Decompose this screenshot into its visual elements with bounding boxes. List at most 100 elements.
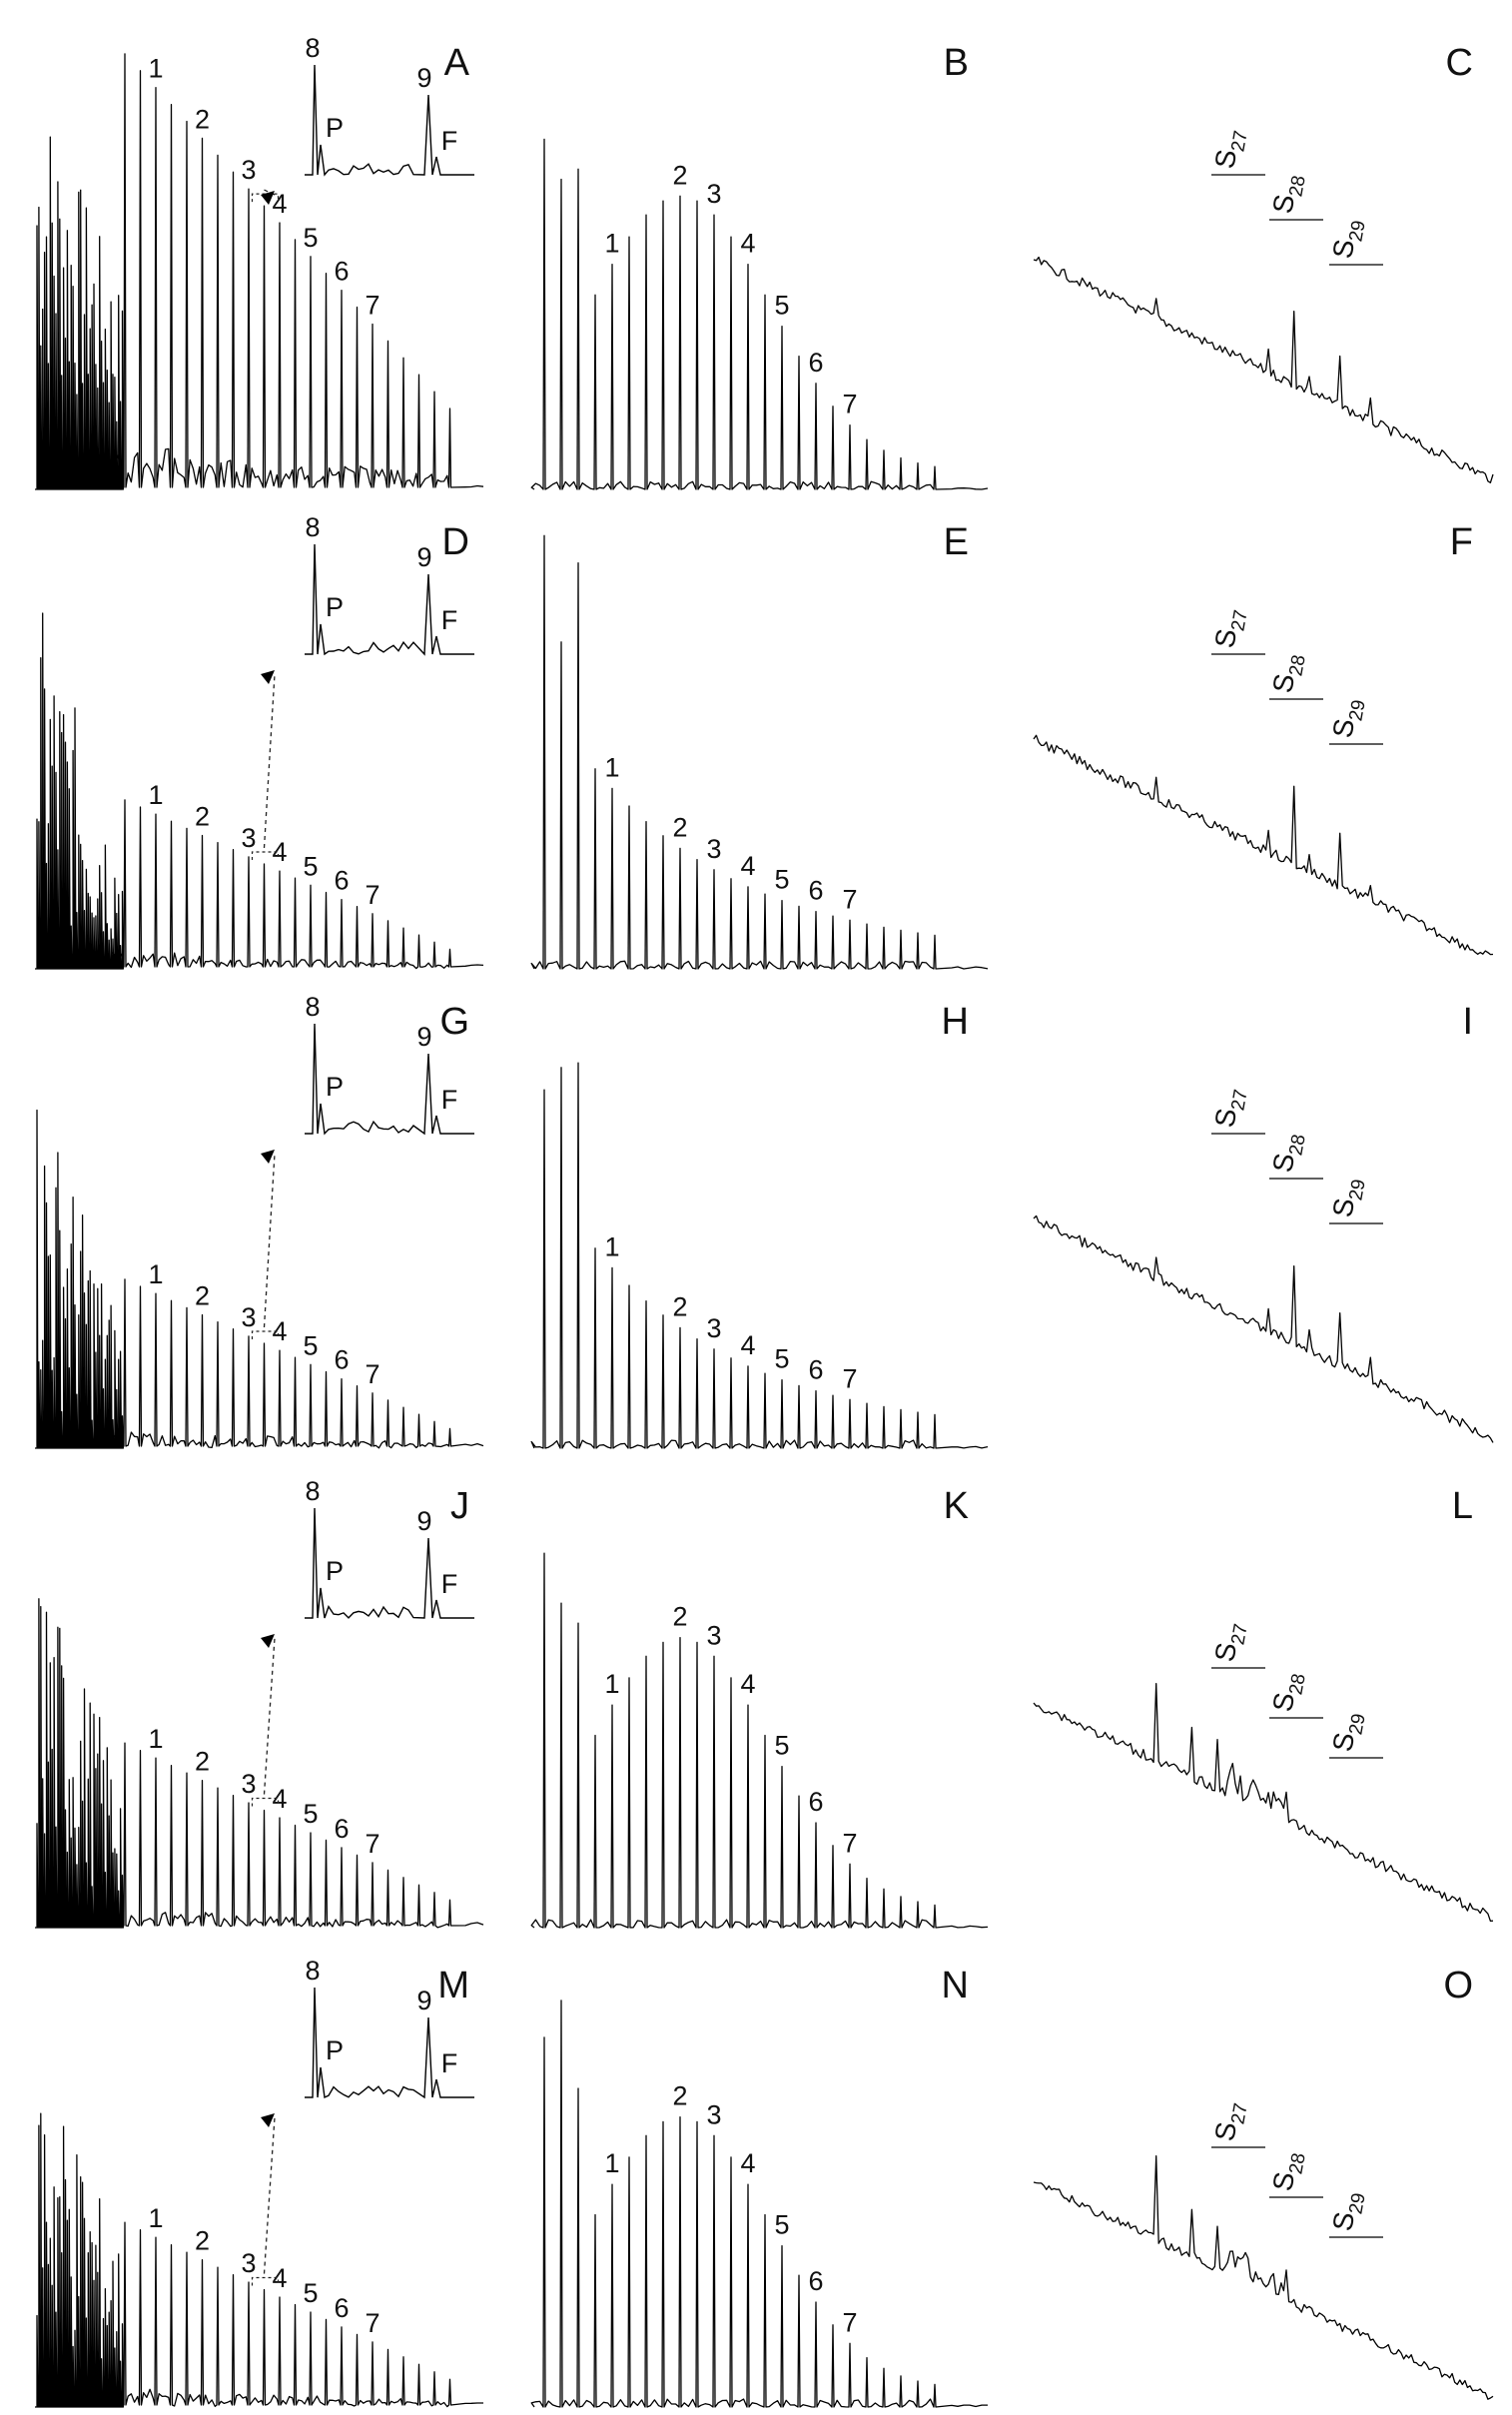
panel-letter-i: I	[1462, 1001, 1473, 1043]
peak-label: 7	[365, 1359, 379, 1389]
peak-label: 6	[334, 2293, 349, 2323]
panel-c: C S27 S28 S29	[1033, 42, 1494, 483]
panel-letter-o: O	[1443, 1965, 1473, 2007]
sterane-label: S29	[1326, 1709, 1369, 1755]
peak-label: 3	[706, 1313, 721, 1343]
chromatogram-trace	[35, 2112, 483, 2408]
panel-h: H 1 234 5 6 7	[530, 1001, 989, 1449]
inset-label: 9	[416, 542, 431, 572]
sterane-label: S28	[1266, 171, 1309, 217]
panel-letter-k: K	[944, 1485, 969, 1527]
arrowhead-icon	[261, 670, 275, 684]
peak-label: 4	[740, 1669, 755, 1699]
peak-label: 2	[195, 802, 210, 832]
inset-label: P	[326, 592, 344, 622]
peak-label: 5	[774, 291, 789, 321]
inset-label: P	[326, 1072, 344, 1102]
panel-o: O S27 S28 S29	[1033, 1965, 1494, 2400]
sterane-label: S27	[1208, 1085, 1251, 1131]
panel-letter-f: F	[1450, 521, 1473, 563]
peak-label: 5	[774, 865, 789, 895]
peak-label: 6	[808, 1355, 823, 1385]
peak-label: 4	[740, 851, 755, 881]
zoom-arrow	[263, 2116, 276, 2274]
zoom-bracket	[251, 2276, 280, 2286]
inset-label: F	[441, 1085, 458, 1115]
sterane-label: S28	[1266, 1669, 1309, 1715]
sterane-trace	[1033, 1214, 1494, 1443]
peak-label: 7	[842, 390, 857, 419]
inset-label: 8	[305, 512, 320, 542]
chromatogram-trace	[530, 2000, 988, 2408]
inset-trace	[305, 1023, 474, 1136]
panel-letter-c: C	[1446, 42, 1473, 84]
inset-trace	[305, 64, 474, 177]
peak-label: 1	[148, 1259, 163, 1289]
peak-label: 4	[740, 1330, 755, 1360]
peak-label: 7	[365, 2308, 379, 2338]
zoom-bracket	[251, 1330, 280, 1339]
chromatogram-trace	[530, 138, 989, 490]
peak-label: 7	[842, 1828, 857, 1858]
panel-letter-e: E	[944, 521, 969, 563]
peak-label: 5	[303, 2278, 318, 2308]
peak-label: 1	[148, 54, 163, 84]
peak-label: 5	[303, 1330, 318, 1360]
panel-letter-l: L	[1452, 1485, 1473, 1527]
peak-label: 7	[365, 880, 379, 910]
chromatogram-trace	[35, 612, 484, 970]
peak-label: 4	[740, 229, 755, 259]
sterane-label: S29	[1326, 2188, 1369, 2234]
sterane-label: S27	[1208, 126, 1251, 172]
panel-e: E 1 234 5 6 7	[530, 521, 989, 970]
inset-label: P	[326, 113, 344, 143]
peak-label: 2	[672, 2081, 687, 2111]
chromatogram-trace	[530, 534, 989, 970]
peak-label: 1	[604, 2148, 619, 2178]
panel-letter-h: H	[942, 1001, 969, 1043]
arrowhead-icon	[261, 191, 275, 205]
peak-label: 1	[604, 1231, 619, 1261]
peak-label: 4	[740, 2148, 755, 2178]
panel-m: M 1 2 3 4 5 6 7 8 P 9 F	[35, 1956, 483, 2408]
peak-label: 3	[241, 823, 256, 853]
panel-f: F S27 S28 S29	[1033, 521, 1494, 956]
inset-label: F	[441, 126, 458, 156]
inset-label: 8	[305, 33, 320, 63]
panel-letter-j: J	[450, 1485, 469, 1527]
inset-label: F	[441, 2048, 458, 2078]
peak-label: 3	[241, 2248, 256, 2278]
peak-label: 5	[303, 1799, 318, 1829]
inset-label: 8	[305, 1956, 320, 1986]
peak-label: 7	[365, 290, 379, 320]
peak-label: 2	[672, 1291, 687, 1321]
peak-label: 5	[303, 223, 318, 253]
peak-label: 7	[365, 1829, 379, 1859]
zoom-bracket	[251, 1797, 280, 1807]
peak-label: 4	[272, 2263, 287, 2293]
peak-label: 6	[334, 1814, 349, 1844]
peak-label: 7	[842, 2307, 857, 2337]
panel-d: D 1 2 3 4 5 6 7 8 P 9 F	[35, 512, 484, 970]
sterane-label: S28	[1266, 2148, 1309, 2194]
peak-label: 1	[148, 2203, 163, 2233]
peak-label: 3	[706, 1620, 721, 1650]
inset-label: 9	[416, 63, 431, 93]
sterane-label: S29	[1326, 1175, 1369, 1220]
panel-i: I S27 S28 S29	[1033, 1001, 1494, 1443]
peak-label: 7	[842, 1363, 857, 1393]
peak-label: 3	[706, 179, 721, 209]
sterane-label: S29	[1326, 216, 1369, 262]
peak-label: 1	[604, 752, 619, 782]
arrowhead-icon	[261, 1150, 275, 1164]
panel-letter-a: A	[444, 42, 470, 84]
peak-label: 6	[334, 866, 349, 896]
panel-j: J 1 2 3 4 5 6 7 8 P 9 F	[35, 1476, 484, 1929]
peak-label: 5	[774, 2210, 789, 2240]
chromatogram-trace	[530, 1062, 989, 1449]
inset-label: 9	[416, 1506, 431, 1536]
peak-label: 1	[604, 1669, 619, 1699]
peak-label: 2	[672, 160, 687, 190]
panel-g: G 1 2 3 4 5 6 7 8 P 9 F	[35, 992, 484, 1449]
